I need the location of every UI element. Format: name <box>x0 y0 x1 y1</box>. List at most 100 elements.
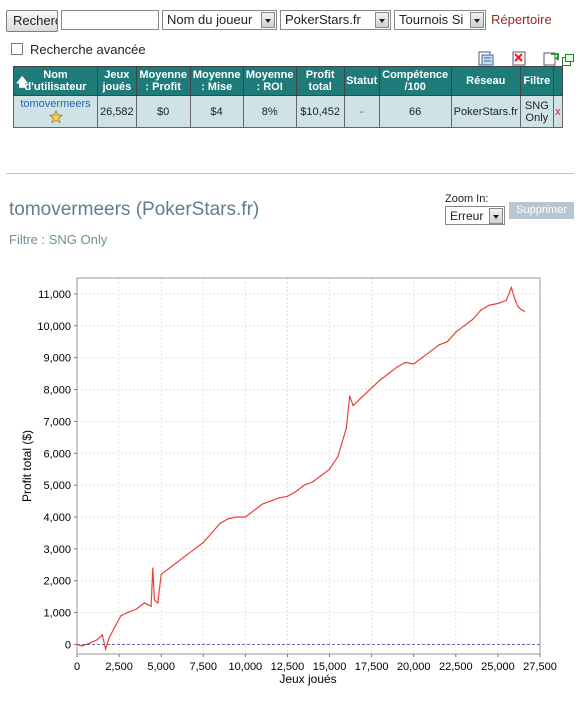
delete-icon[interactable] <box>511 50 527 66</box>
x-tick-label: 27,500 <box>523 661 557 673</box>
y-tick-label: 1,000 <box>43 608 71 620</box>
profit-data-point <box>244 516 246 518</box>
table-row[interactable]: tomovermeers 26,582 $0 $4 8% $10,452 - 6… <box>13 95 563 128</box>
zoom-select[interactable]: Erreur <box>445 206 505 225</box>
col-avg-profit-line1: Moyenne <box>139 69 187 81</box>
col-games-line2: joués <box>102 81 132 93</box>
col-skill-line1: Compétence <box>382 69 449 81</box>
col-games[interactable]: Jeux joués <box>97 66 137 96</box>
chart-grid <box>76 278 541 654</box>
profit-data-point <box>480 309 482 311</box>
profit-data-point <box>303 484 305 486</box>
col-avg-roi-line2: : ROI <box>256 81 283 93</box>
profit-data-point <box>337 455 339 457</box>
zoom-label: Zoom In: <box>445 193 489 205</box>
game-type-value: Tournois Si <box>399 12 464 27</box>
profit-data-point <box>523 310 526 312</box>
zoom-select-value: Erreur <box>450 209 484 223</box>
export-icon[interactable] <box>478 50 494 66</box>
y-tick-label: 7,000 <box>43 416 71 428</box>
chevron-down-icon <box>375 12 389 28</box>
col-avg-roi-line1: Moyenne <box>245 69 294 81</box>
col-filter[interactable]: Filtre <box>519 66 554 96</box>
profit-data-point <box>349 395 351 397</box>
user-link[interactable]: tomovermeers <box>20 98 91 110</box>
profit-data-point <box>150 605 152 607</box>
col-filter-label: Filtre <box>523 75 551 87</box>
y-tick-label: 0 <box>65 639 71 651</box>
chevron-down-icon <box>489 208 503 224</box>
profit-data-point <box>366 392 368 394</box>
advanced-search-label: Recherche avancée <box>30 42 146 57</box>
plot-area-frame <box>76 277 541 655</box>
sort-up-arrow-icon: 🡅 <box>16 75 29 89</box>
col-avg-stake[interactable]: Moyenne: Mise <box>189 66 244 96</box>
col-games-line1: Jeux <box>104 69 130 81</box>
x-tick-label: 0 <box>74 661 80 673</box>
col-skill-line2: /100 <box>404 81 426 93</box>
profit-data-point <box>404 361 406 363</box>
col-total-profit-line2: total <box>308 81 332 93</box>
player-title: tomovermeers (PokerStars.fr) <box>9 199 260 220</box>
col-avg-stake-line1: Moyenne <box>192 69 241 81</box>
col-network[interactable]: Réseau <box>450 66 521 96</box>
profit-data-point <box>96 639 98 641</box>
game-type-select[interactable]: Tournois Si <box>394 10 486 30</box>
profit-data-point <box>76 643 78 645</box>
profit-data-point <box>379 379 381 381</box>
col-user[interactable]: 🡅 Nom d'utilisateur <box>13 66 98 96</box>
delete-button[interactable]: Supprimer <box>509 202 574 219</box>
search-field-select[interactable]: Nom du joueur <box>162 10 277 30</box>
profit-data-point <box>126 612 129 614</box>
profit-data-point <box>520 309 523 311</box>
x-tick-label: 25,000 <box>481 661 515 673</box>
players-table: 🡅 Nom d'utilisateur Jeux joués Moyenne: P… <box>13 66 563 128</box>
x-tick-label: 17,500 <box>355 661 389 673</box>
profit-data-point <box>202 541 204 544</box>
profit-data-point <box>108 637 110 639</box>
x-tick-labels: 0 2,500 5,000 7,500 10,000 12,500 15,000 17,500… <box>74 654 557 673</box>
star-icon[interactable] <box>48 109 63 127</box>
profit-data-point <box>135 608 137 610</box>
search-input[interactable] <box>61 10 159 30</box>
profit-data-point <box>81 645 83 647</box>
y-tick-labels: 0 1,000 2,000 3,000 4,000 5,000 6,000 7,000 8,00… <box>37 289 77 651</box>
refresh-icon[interactable] <box>543 50 559 66</box>
profit-data-point <box>185 554 187 556</box>
col-skill[interactable]: Compétence/100 <box>378 66 452 96</box>
profit-data-point <box>446 341 448 343</box>
col-avg-roi[interactable]: Moyenne: ROI <box>242 66 297 96</box>
x-tick-label: 5,000 <box>147 661 175 673</box>
cell-avg-profit: $0 <box>135 95 191 128</box>
col-status[interactable]: Statut <box>343 66 380 96</box>
profit-data-point <box>514 298 516 300</box>
profit-data-point <box>295 490 297 493</box>
cell-filter-line2: Only <box>525 111 549 124</box>
cell-total-profit: $10,452 <box>295 95 345 128</box>
remove-row-button[interactable]: x <box>552 95 563 128</box>
col-user-line2: d'utilisateur <box>24 81 87 93</box>
y-tick-label: 3,000 <box>43 544 71 556</box>
profit-data-point <box>211 532 213 534</box>
profit-data-point <box>413 363 415 365</box>
col-total-profit[interactable]: Profit total <box>295 66 345 96</box>
profit-data-point <box>143 602 145 604</box>
directory-link[interactable]: Répertoire <box>491 12 552 27</box>
profit-data-point <box>359 398 361 400</box>
profit-data-point <box>160 573 162 575</box>
profit-data-point <box>194 548 196 550</box>
profit-data-point <box>270 500 272 502</box>
col-total-profit-line1: Profit <box>305 69 335 81</box>
col-avg-profit[interactable]: Moyenne: Profit <box>135 66 191 96</box>
profit-data-point <box>455 331 457 333</box>
site-select[interactable]: PokerStars.fr <box>280 10 391 30</box>
popout-icon[interactable] <box>562 54 574 66</box>
advanced-search-checkbox[interactable] <box>11 43 23 55</box>
cell-filter: SNG Only <box>519 95 554 128</box>
cell-skill: 66 <box>378 95 452 128</box>
y-tick-label: 11,000 <box>38 289 71 301</box>
profit-data-point <box>463 325 465 327</box>
search-button[interactable]: Recherche <box>6 10 58 32</box>
profit-data-point <box>352 404 354 407</box>
profit-data-point <box>320 475 322 477</box>
